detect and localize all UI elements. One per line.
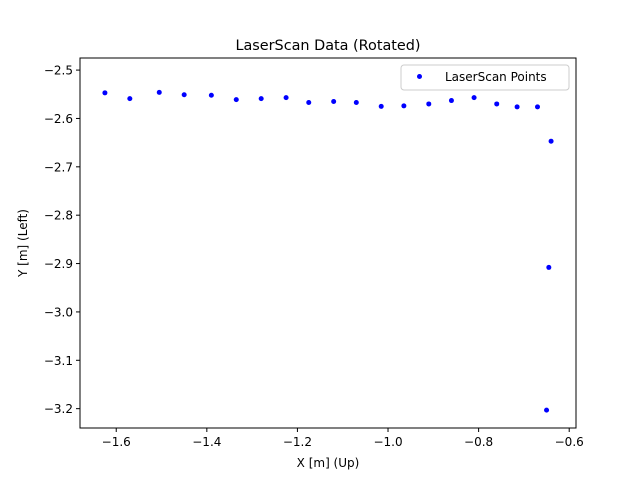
x-tick-label: −1.6 — [102, 435, 131, 449]
data-point — [546, 264, 552, 270]
data-point — [283, 95, 289, 101]
data-point — [494, 101, 500, 107]
x-tick-label: −0.6 — [555, 435, 584, 449]
data-point — [208, 92, 214, 98]
data-point — [233, 97, 239, 103]
chart-title: LaserScan Data (Rotated) — [235, 38, 420, 54]
data-point — [534, 104, 540, 110]
x-tick-label: −1.4 — [192, 435, 221, 449]
y-axis-label: Y [m] (Left) — [16, 209, 30, 278]
y-tick-label: −2.8 — [44, 209, 73, 223]
y-tick-label: −2.9 — [44, 257, 73, 271]
x-axis-ticks: −1.6 −1.4 −1.2 −1.0 −0.8 −0.6 — [102, 428, 584, 449]
y-tick-label: −3.0 — [44, 305, 73, 319]
data-point — [102, 90, 108, 96]
data-point — [258, 96, 264, 102]
legend-label: LaserScan Points — [445, 70, 547, 84]
data-point — [426, 101, 432, 107]
data-point — [378, 103, 384, 109]
data-point — [353, 99, 359, 105]
data-point — [331, 99, 337, 105]
y-tick-label: −2.7 — [44, 160, 73, 174]
x-axis-label: X [m] (Up) — [297, 456, 360, 470]
legend: LaserScan Points — [400, 64, 570, 91]
x-tick-label: −1.2 — [283, 435, 312, 449]
data-point — [544, 407, 550, 413]
data-point — [548, 138, 554, 144]
y-axis-ticks: −2.5 −2.6 −2.7 −2.8 −2.9 −3.0 −3.1 −3.2 — [44, 64, 80, 416]
data-points — [102, 89, 554, 413]
x-tick-label: −0.8 — [464, 435, 493, 449]
data-point — [401, 103, 407, 109]
data-point — [471, 95, 477, 101]
x-tick-label: −1.0 — [373, 435, 402, 449]
data-point — [514, 104, 520, 110]
data-point — [448, 98, 454, 104]
y-tick-label: −2.5 — [44, 64, 73, 78]
plot-frame — [79, 57, 577, 429]
y-tick-label: −2.6 — [44, 112, 73, 126]
data-point — [156, 89, 162, 95]
y-tick-label: −3.2 — [44, 402, 73, 416]
data-point — [127, 96, 133, 102]
y-tick-label: −3.1 — [44, 354, 73, 368]
legend-box — [400, 64, 570, 91]
data-point — [181, 92, 187, 98]
data-point — [306, 99, 312, 105]
legend-marker — [417, 74, 422, 79]
